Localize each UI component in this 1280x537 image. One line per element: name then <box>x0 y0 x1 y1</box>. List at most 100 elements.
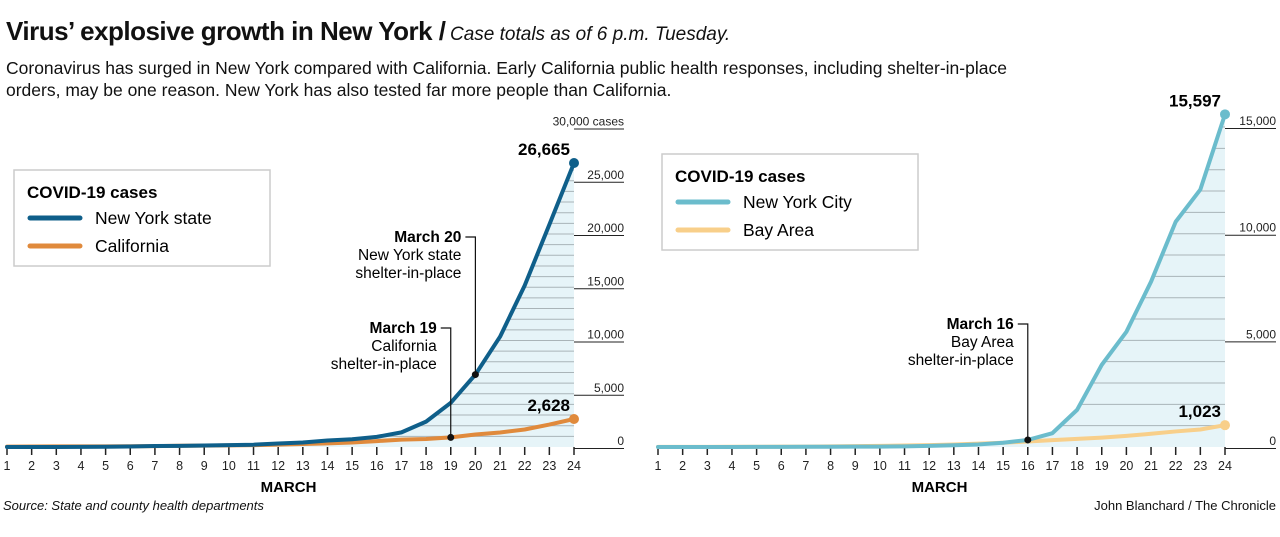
x-tick-label: 18 <box>1070 459 1084 473</box>
annotation-point <box>471 371 479 379</box>
x-tick-label: 12 <box>271 459 285 473</box>
annotation-text: shelter-in-place <box>355 265 461 282</box>
area-fill <box>7 163 574 447</box>
x-tick-label: 19 <box>444 459 458 473</box>
x-tick-label: 5 <box>102 459 109 473</box>
annotation-leader <box>1017 323 1029 440</box>
x-axis-label: MARCH <box>912 479 968 496</box>
series-end-label: 26,665 <box>518 140 570 159</box>
x-tick-label: 7 <box>802 459 809 473</box>
y-tick-label: 10,000 <box>1239 221 1276 235</box>
chart-description: Coronavirus has surged in New York compa… <box>6 58 1007 100</box>
legend-label: Bay Area <box>743 220 814 240</box>
x-tick-label: 3 <box>704 459 711 473</box>
y-tick-label: 30,000 cases <box>553 115 624 129</box>
x-tick-label: 15 <box>996 459 1010 473</box>
x-tick-label: 23 <box>542 459 556 473</box>
y-tick-label: 25,000 <box>587 168 624 182</box>
x-tick-label: 5 <box>753 459 760 473</box>
annotation-text: California <box>371 338 437 355</box>
x-tick-label: 16 <box>1021 459 1035 473</box>
x-tick-label: 17 <box>1045 459 1059 473</box>
series-end-label: 2,628 <box>527 396 570 415</box>
chart-1: 0 5,000 10,000 15,000 20,000 25,000 30,000 cas… <box>4 115 625 497</box>
series-end-point <box>569 414 579 425</box>
y-tick-label: 15,000 <box>1239 114 1276 128</box>
x-tick-label: 20 <box>468 459 482 473</box>
x-tick-label: 13 <box>947 459 961 473</box>
x-tick-label: 16 <box>370 459 384 473</box>
x-tick-label: 12 <box>922 459 936 473</box>
x-tick-label: 11 <box>247 459 260 473</box>
annotation-text: shelter-in-place <box>908 352 1014 369</box>
annotation-text: March 19 <box>370 320 438 337</box>
x-tick-label: 10 <box>873 459 887 473</box>
x-tick-label: 20 <box>1119 459 1133 473</box>
legend-label: New York state <box>95 208 212 228</box>
x-tick-label: 24 <box>567 459 581 473</box>
y-tick-label: 15,000 <box>587 274 624 288</box>
area-fill <box>658 114 1225 448</box>
annotation-text: New York state <box>358 247 461 264</box>
x-axis-label: MARCH <box>261 479 317 496</box>
y-tick-label: 0 <box>1269 434 1276 448</box>
x-tick-label: 19 <box>1095 459 1109 473</box>
x-tick-label: 17 <box>394 459 408 473</box>
chart-subtitle: Case totals as of 6 p.m. Tuesday. <box>450 24 731 45</box>
annotation-text: March 16 <box>947 316 1015 333</box>
x-tick-label: 1 <box>655 459 662 473</box>
x-tick-label: 4 <box>728 459 735 473</box>
x-tick-label: 21 <box>1144 459 1158 473</box>
x-tick-label: 4 <box>77 459 84 473</box>
legend: COVID-19 cases New York state California <box>13 169 271 267</box>
x-tick-label: 3 <box>53 459 60 473</box>
legend: COVID-19 cases New York City Bay Area <box>661 153 919 251</box>
annotation-leader <box>440 327 452 438</box>
y-tick-label: 5,000 <box>594 381 624 395</box>
annotation-point <box>447 433 455 441</box>
series-end-label: 1,023 <box>1178 402 1221 421</box>
series-line <box>656 112 1227 449</box>
x-tick-label: 10 <box>222 459 236 473</box>
x-tick-label: 22 <box>518 459 532 473</box>
x-tick-label: 14 <box>972 459 986 473</box>
annotation-text: shelter-in-place <box>331 356 437 373</box>
annotation-text: March 20 <box>394 229 461 246</box>
x-tick-label: 1 <box>4 459 11 473</box>
header: Virus’ explosive growth in New York / Ca… <box>6 16 730 47</box>
annotation-point <box>1024 436 1032 444</box>
x-tick-label: 8 <box>827 459 834 473</box>
x-tick-label: 9 <box>201 459 208 473</box>
x-tick-label: 23 <box>1193 459 1207 473</box>
legend-title: COVID-19 cases <box>27 183 157 202</box>
x-tick-label: 9 <box>852 459 859 473</box>
y-tick-label: 20,000 <box>587 221 624 235</box>
x-tick-label: 11 <box>898 459 911 473</box>
y-tick-label: 5,000 <box>1246 327 1276 341</box>
x-tick-label: 13 <box>296 459 310 473</box>
x-tick-label: 15 <box>345 459 359 473</box>
series-end-point <box>1220 420 1230 431</box>
credit-note: John Blanchard / The Chronicle <box>1094 498 1276 513</box>
x-tick-label: 7 <box>151 459 158 473</box>
source-note: Source: State and county health departme… <box>3 498 264 513</box>
x-tick-label: 21 <box>493 459 507 473</box>
x-tick-label: 8 <box>176 459 183 473</box>
series-line <box>5 161 576 449</box>
x-tick-label: 18 <box>419 459 433 473</box>
series-end-label: 15,597 <box>1169 91 1221 110</box>
legend-label: California <box>95 236 169 256</box>
x-tick-label: 6 <box>127 459 134 473</box>
legend-title: COVID-19 cases <box>675 167 805 186</box>
x-tick-label: 6 <box>778 459 785 473</box>
chart-title: Virus’ explosive growth in New York / <box>6 16 446 46</box>
annotation-text: Bay Area <box>951 334 1014 351</box>
legend-label: New York City <box>743 192 852 212</box>
x-tick-label: 22 <box>1169 459 1183 473</box>
series-end-point <box>569 158 579 169</box>
annotation-leader <box>465 236 476 375</box>
x-tick-label: 24 <box>1218 459 1232 473</box>
y-tick-label: 0 <box>617 434 624 448</box>
